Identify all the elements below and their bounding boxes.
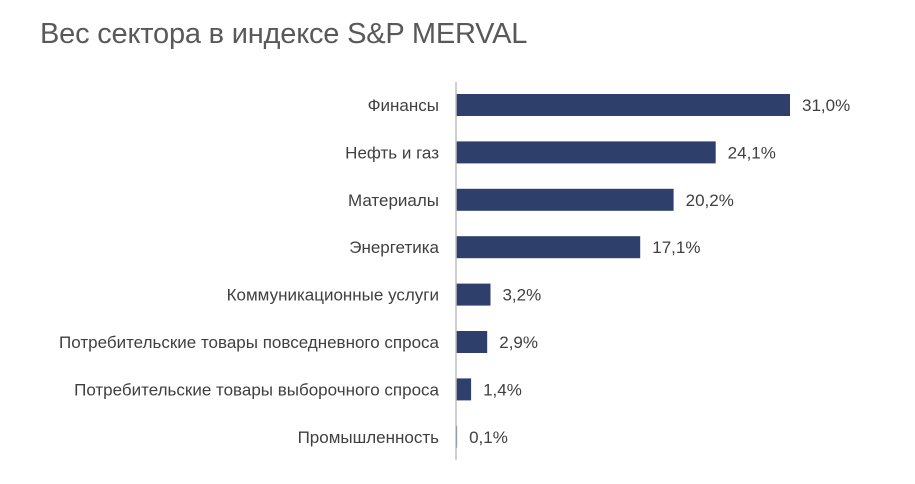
bar-6 [456,378,472,401]
value-label-5: 2,9% [499,333,538,352]
bar-5 [456,331,488,353]
labels-layer: Финансы 31,0% Нефть и газ 24,1% Материалы 20,… [59,96,850,447]
category-label-0: Финансы [368,96,439,115]
value-label-1: 24,1% [728,143,776,162]
category-label-3: Энергетика [349,238,439,257]
bar-3 [456,236,641,259]
category-label-2: Материалы [348,191,439,210]
bar-2 [456,188,674,211]
bars-layer [456,94,790,448]
bar-0 [456,94,790,116]
bar-1 [456,141,716,164]
category-label-1: Нефть и газ [345,143,439,162]
chart-title: Вес сектора в индексе S&P MERVAL [40,18,528,50]
value-label-3: 17,1% [652,238,700,257]
value-label-7: 0,1% [469,428,508,447]
category-label-5: Потребительские товары повседневного спр… [59,333,439,352]
value-label-4: 3,2% [502,286,541,305]
bar-4 [456,283,491,306]
value-label-2: 20,2% [686,191,734,210]
value-label-6: 1,4% [483,380,522,399]
value-label-0: 31,0% [802,96,850,115]
category-label-6: Потребительские товары выборочного спрос… [74,380,439,399]
category-label-7: Промышленность [298,428,440,447]
category-label-4: Коммуникационные услуги [227,286,439,305]
